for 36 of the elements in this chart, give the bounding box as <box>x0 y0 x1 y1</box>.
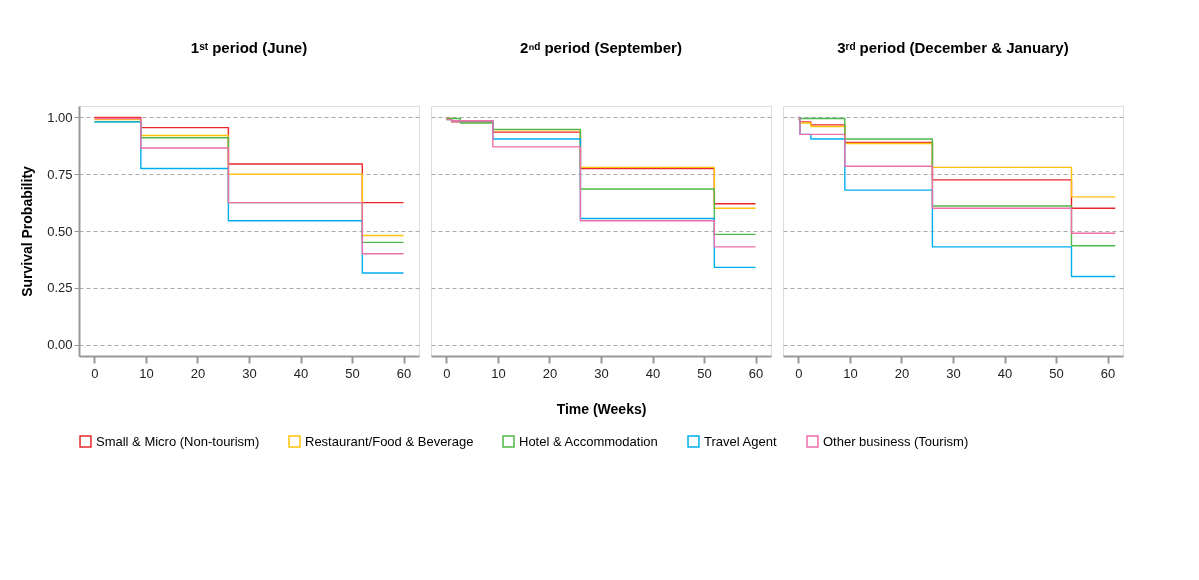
x-tick-label: 60 <box>396 365 412 381</box>
x-tick-label: 50 <box>345 365 360 381</box>
legend-label: Restaurant/Food & Beverage <box>305 433 474 449</box>
y-tick-label: 0.75 <box>47 166 73 182</box>
x-tick-label: 30 <box>594 365 609 381</box>
x-tick-label: 0 <box>443 365 451 381</box>
x-tick-label: 60 <box>748 365 764 381</box>
x-tick-label: 50 <box>697 365 712 381</box>
legend-label: Hotel & Accommodation <box>519 433 658 449</box>
x-tick-label: 20 <box>542 365 558 381</box>
y-tick-label: 0.50 <box>47 223 73 239</box>
x-tick-label: 40 <box>293 365 309 381</box>
legend-label: Other business (Tourism) <box>823 433 969 449</box>
x-tick-label: 20 <box>894 365 910 381</box>
x-tick-label: 10 <box>491 365 506 381</box>
x-tick-label: 40 <box>997 365 1013 381</box>
x-tick-label: 50 <box>1049 365 1064 381</box>
legend-label: Travel Agent <box>704 433 777 449</box>
x-tick-label: 30 <box>242 365 257 381</box>
y-axis-title: Survival Probability <box>19 165 36 297</box>
x-tick-label: 40 <box>645 365 661 381</box>
chart-title: 3ʳᵈ period (December & January) <box>837 39 1069 56</box>
x-tick-label: 20 <box>190 365 206 381</box>
legend-label: Small & Micro (Non-tourism) <box>96 433 260 449</box>
x-tick-label: 0 <box>795 365 803 381</box>
x-tick-label: 10 <box>843 365 858 381</box>
y-tick-label: 0.25 <box>47 280 73 296</box>
x-tick-label: 0 <box>91 365 99 381</box>
x-tick-label: 30 <box>946 365 961 381</box>
x-tick-label: 10 <box>139 365 154 381</box>
chart-title: 1ˢᵗ period (June) <box>190 39 308 56</box>
y-tick-label: 1.00 <box>47 109 73 125</box>
chart-title: 2ⁿᵈ period (September) <box>520 39 682 56</box>
x-axis-title: Time (Weeks) <box>556 400 647 417</box>
x-tick-label: 60 <box>1100 365 1116 381</box>
y-tick-label: 0.00 <box>47 337 73 353</box>
